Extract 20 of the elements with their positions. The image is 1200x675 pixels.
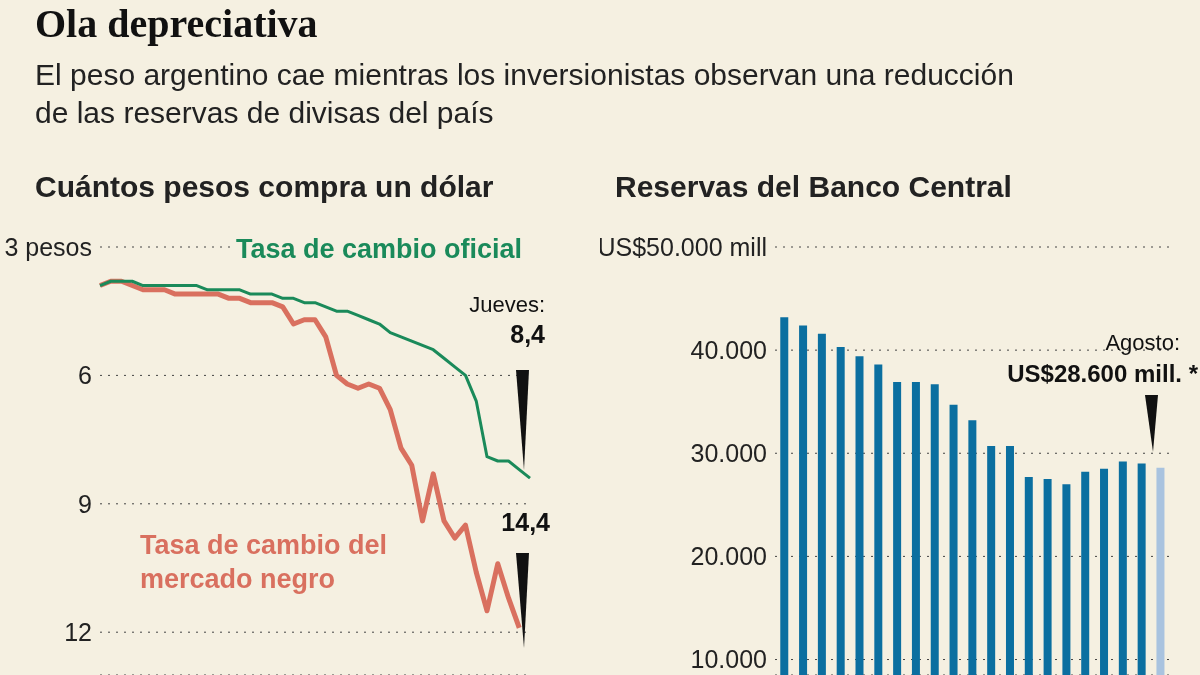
- chart-title: Reservas del Banco Central: [615, 170, 1012, 204]
- annotation: US$28.600 mill. *: [1007, 360, 1198, 388]
- y-tick-label: 40.000: [690, 336, 767, 365]
- series-label: Tasa de cambio oficial: [232, 234, 527, 265]
- y-tick-label: 12: [64, 618, 92, 647]
- y-tick-label: 6: [78, 361, 92, 390]
- chart-subtitle: El peso argentino cae mientras los inversionistas observan una reducción de las reservas de divisas del país: [35, 57, 1015, 131]
- chart-title: Ola depreciativa: [35, 0, 319, 47]
- text: Cuántos pesos compra un dólar: [35, 170, 494, 204]
- series-label: Tasa de cambio del mercado negro: [140, 529, 389, 596]
- y-tick-label: 3 pesos: [4, 232, 92, 261]
- annotation: 8,4: [509, 320, 545, 349]
- y-tick-label: 10.000: [690, 645, 767, 674]
- y-tick-label: 30.000: [690, 439, 767, 468]
- annotation: 14,4: [500, 508, 550, 537]
- y-tick-label: 9: [78, 489, 92, 518]
- annotation: Jueves:: [468, 292, 545, 318]
- y-tick-label: US$50.000 mill: [597, 232, 767, 261]
- annotation: Agosto:: [1104, 330, 1180, 356]
- y-tick-label: 20.000: [690, 542, 767, 571]
